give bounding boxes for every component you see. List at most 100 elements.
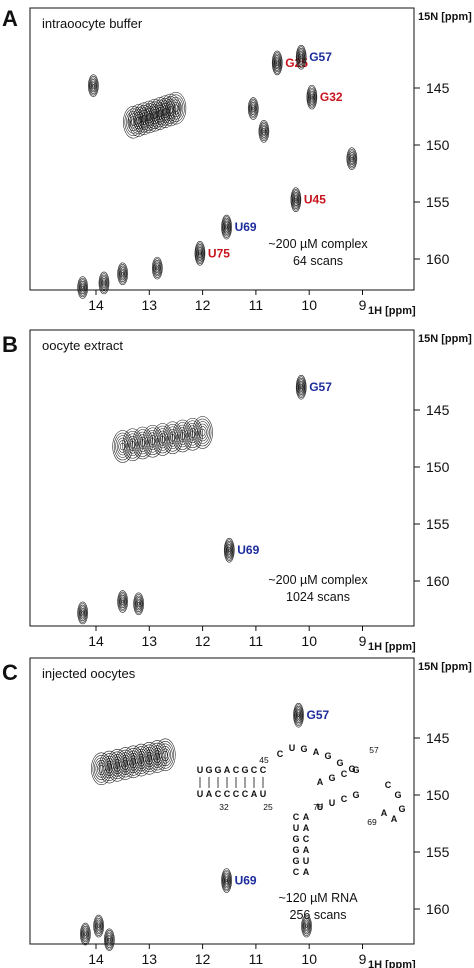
contour-ring <box>228 548 231 553</box>
condition-label: injected oocytes <box>42 666 136 681</box>
contour-ring <box>142 105 157 129</box>
peak <box>117 262 128 286</box>
contour-ring <box>118 264 128 284</box>
nucleotide: C <box>233 765 240 775</box>
peak <box>346 147 358 170</box>
contour-ring <box>90 79 97 93</box>
contour-ring <box>119 594 126 609</box>
peak <box>306 84 318 110</box>
nucleotide: C <box>260 765 267 775</box>
panel-label: B <box>2 332 18 357</box>
contour-ring <box>160 93 181 127</box>
peak-label: G57 <box>309 50 332 64</box>
contour-ring <box>198 426 207 439</box>
contour-ring <box>307 86 317 108</box>
x-tick-label: 13 <box>142 951 158 967</box>
contour-ring <box>81 925 90 943</box>
contour-ring <box>145 429 160 453</box>
contour-ring <box>80 284 85 291</box>
x-tick-label: 12 <box>195 633 211 649</box>
contour-ring <box>138 436 147 450</box>
contour-ring <box>291 190 300 210</box>
nucleotide: G <box>205 765 212 775</box>
contour-ring <box>227 545 232 556</box>
nucleotide: A <box>206 789 213 799</box>
contour-ring <box>301 916 312 936</box>
contour-ring <box>80 924 90 944</box>
condition-label: intraoocyte buffer <box>42 16 143 31</box>
contour-ring <box>88 75 98 96</box>
contour-ring <box>77 601 88 625</box>
contour-ring <box>126 435 139 454</box>
contour-ring <box>118 593 127 610</box>
contour-ring <box>148 742 167 771</box>
contour-ring <box>78 279 87 296</box>
annotation-line-1: ~120 µM RNA <box>278 891 358 905</box>
contour-ring <box>123 430 142 459</box>
contour-ring <box>250 101 257 116</box>
nucleotide: A <box>251 789 258 799</box>
contour-ring <box>274 56 281 70</box>
contour-ring <box>120 596 126 607</box>
contour-ring <box>132 746 151 774</box>
contour-ring <box>297 379 305 396</box>
contour-ring <box>299 53 303 61</box>
contour-ring <box>96 921 102 932</box>
peak <box>151 256 163 280</box>
nucleotide: A <box>303 812 310 822</box>
peak <box>247 97 259 120</box>
contour-ring <box>309 92 315 102</box>
contour-ring <box>121 599 124 604</box>
contour-ring <box>297 713 300 718</box>
peak <box>221 214 232 240</box>
contour-ring <box>346 147 358 170</box>
contour-ring <box>273 55 281 71</box>
y-tick-label: 145 <box>426 402 450 418</box>
contour-ring <box>135 431 150 455</box>
contour-ring <box>298 50 305 64</box>
peak <box>93 914 104 938</box>
peak-label: U69 <box>237 543 259 557</box>
nucleotide: C <box>224 789 231 799</box>
contour-ring <box>290 187 302 213</box>
nucleotide: G <box>324 751 331 761</box>
contour-ring <box>158 433 167 446</box>
y-tick-label: 145 <box>426 80 450 96</box>
contour-ring <box>82 929 88 940</box>
contour-ring <box>198 250 202 257</box>
contour-ring <box>261 126 267 137</box>
contour-ring <box>78 604 87 622</box>
condition-label: oocyte extract <box>42 338 123 353</box>
contour-ring <box>107 936 112 944</box>
contour-ring <box>156 97 175 126</box>
contour-ring <box>225 877 229 884</box>
x-tick-label: 14 <box>88 951 104 967</box>
contour-ring <box>170 99 182 117</box>
contour-ring <box>140 103 159 131</box>
contour-ring <box>178 429 187 443</box>
contour-ring <box>161 96 180 124</box>
x-tick-label: 14 <box>88 633 104 649</box>
contour-ring <box>223 537 235 563</box>
contour-ring <box>304 921 309 932</box>
contour-ring <box>100 276 108 290</box>
contour-ring <box>166 103 175 117</box>
contour-ring <box>79 606 86 620</box>
peak <box>194 241 206 266</box>
contour-ring <box>154 261 161 275</box>
contour-ring <box>118 591 128 612</box>
contour-ring <box>197 248 203 259</box>
contour-ring <box>296 711 301 719</box>
peak-label: U45 <box>304 193 326 207</box>
contour-ring <box>129 106 148 135</box>
contour-ring <box>275 58 280 68</box>
x-tick-label: 14 <box>88 297 104 313</box>
contour-ring <box>101 277 107 288</box>
contour-ring <box>82 927 89 941</box>
contour-ring <box>294 197 297 202</box>
contour-ring <box>294 705 303 725</box>
contour-ring <box>153 425 172 454</box>
contour-ring <box>80 922 91 946</box>
contour-ring <box>118 265 127 282</box>
